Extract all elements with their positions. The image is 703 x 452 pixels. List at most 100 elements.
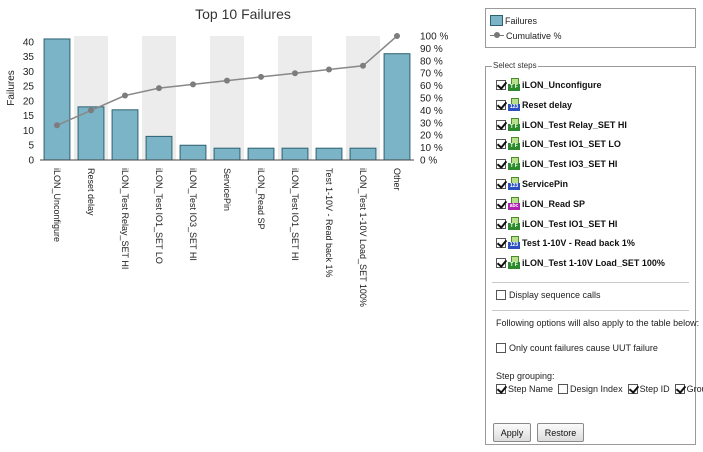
step-type-icon: T F (508, 78, 520, 92)
category-label: ServicePin (222, 168, 232, 211)
step-label: iLON_Unconfigure (522, 80, 602, 90)
category-label: iLON_Test IO1_SET HI (290, 168, 300, 261)
category-label: iLON_Unconfigure (52, 168, 62, 242)
y2-tick-label: 50 % (420, 94, 443, 105)
step-item[interactable]: 123 Reset delay (496, 97, 572, 113)
grid-band (210, 36, 244, 160)
failure-bar (247, 147, 275, 161)
category-label: Other (392, 168, 402, 191)
step-checkbox[interactable] (496, 99, 506, 110)
step-label: iLON_Test IO1_SET HI (522, 218, 618, 229)
select-steps-title: Select steps (492, 61, 538, 70)
only-count-checkbox[interactable] (496, 343, 506, 353)
y-axis-title: Failures (6, 70, 17, 106)
y-tick-label: 20 (23, 96, 35, 107)
step-type-icon: 123 (508, 177, 520, 191)
y-tick-label: 35 (23, 52, 35, 63)
step-checkbox[interactable] (496, 159, 506, 170)
line-marker-icon (490, 31, 504, 41)
failure-bar (213, 147, 241, 161)
y-tick-label: 15 (23, 111, 35, 122)
apply-button[interactable]: Apply (493, 423, 531, 442)
y2-tick-label: 90 % (420, 44, 443, 55)
failure-bar (349, 147, 377, 161)
step-checkbox[interactable] (496, 238, 506, 249)
step-checkbox[interactable] (496, 80, 506, 90)
legend-cumulative-label: Cumulative % (506, 31, 562, 41)
grouping-checkbox[interactable] (674, 384, 685, 394)
failure-bar (145, 135, 173, 161)
step-type-icon: 123 (508, 236, 520, 250)
category-label: iLON_Test Relay_SET HI (120, 168, 130, 269)
grouping-checkbox[interactable] (627, 384, 638, 394)
step-checkbox[interactable] (496, 198, 506, 209)
grouping-checkbox[interactable] (558, 384, 569, 394)
step-grouping-label: Step grouping: (496, 371, 555, 381)
y2-tick-label: 20 % (420, 131, 443, 142)
separator (492, 310, 689, 311)
grouping-checkbox[interactable] (496, 384, 506, 394)
y-tick-label: 0 (28, 156, 34, 167)
y-tick-label: 10 (23, 126, 35, 137)
y-tick-label: 30 (23, 67, 35, 78)
failure-bar (43, 38, 71, 161)
display-sequence-calls-option[interactable]: Display sequence calls (496, 290, 601, 300)
chart-svg: Top 10 Failures Failures 0 5 10 15 20 25 30 35 40 0… (6, 6, 448, 307)
category-label: iLON_Test 1-10V Load_SET 100% (358, 168, 368, 307)
step-label: iLON_Test IO1_SET LO (522, 139, 621, 150)
step-checkbox[interactable] (496, 179, 506, 189)
cumulative-point (190, 81, 196, 88)
step-type-icon: 123 (508, 97, 520, 112)
cumulative-point (360, 62, 366, 69)
step-item[interactable]: 123 ServicePin (496, 176, 568, 192)
grouping-label: Design Index (570, 384, 623, 394)
chart-legend: Failures Cumulative % (485, 8, 696, 48)
y-tick-label: 5 (28, 141, 34, 152)
y2-tick-label: 40 % (420, 106, 443, 117)
chart-title: Top 10 Failures (195, 6, 291, 22)
category-label: Test 1-10V - Read back 1% (324, 168, 334, 278)
step-item[interactable]: abc iLON_Read SP (496, 196, 585, 212)
only-count-option[interactable]: Only count failures cause UUT failure (496, 343, 658, 353)
step-checkbox[interactable] (496, 218, 506, 229)
step-label: ServicePin (522, 179, 569, 189)
step-label: Test 1-10V - Read back 1% (522, 238, 635, 249)
bar-swatch-icon (490, 15, 503, 26)
step-grouping-options: Step Name Design Index Step ID Group (496, 384, 703, 394)
failure-bar (281, 147, 309, 161)
cumulative-point (326, 66, 332, 73)
failure-bar (315, 147, 343, 161)
step-checkbox[interactable] (496, 119, 506, 130)
failure-bar (77, 106, 105, 161)
y2-tick-label: 60 % (420, 81, 443, 92)
grouping-label: Group (686, 384, 703, 394)
grid-band (278, 36, 312, 160)
step-item[interactable]: 123 Test 1-10V - Read back 1% (496, 235, 635, 251)
category-label: iLON_Read SP (256, 168, 266, 230)
step-checkbox[interactable] (496, 258, 506, 269)
category-label: iLON_Test IO1_SET LO (154, 168, 164, 264)
cumulative-point (224, 77, 230, 84)
following-note: Following options will also apply to the… (496, 318, 700, 328)
grouping-label: Step Name (508, 384, 554, 394)
y2-tick-label: 10 % (420, 143, 443, 154)
step-checkbox[interactable] (496, 139, 506, 150)
failure-bar (383, 53, 411, 161)
cumulative-point (292, 70, 298, 77)
step-type-icon: T F (508, 117, 520, 132)
failure-bar (179, 144, 207, 161)
cumulative-point (156, 85, 162, 92)
cumulative-point (122, 92, 128, 99)
legend-item-cumulative: Cumulative % (490, 31, 562, 41)
grouping-label: Step ID (639, 384, 670, 394)
separator (492, 282, 689, 283)
display-sequence-calls-checkbox[interactable] (496, 290, 506, 300)
restore-button[interactable]: Restore (537, 423, 584, 442)
step-type-icon: T F (508, 157, 520, 171)
